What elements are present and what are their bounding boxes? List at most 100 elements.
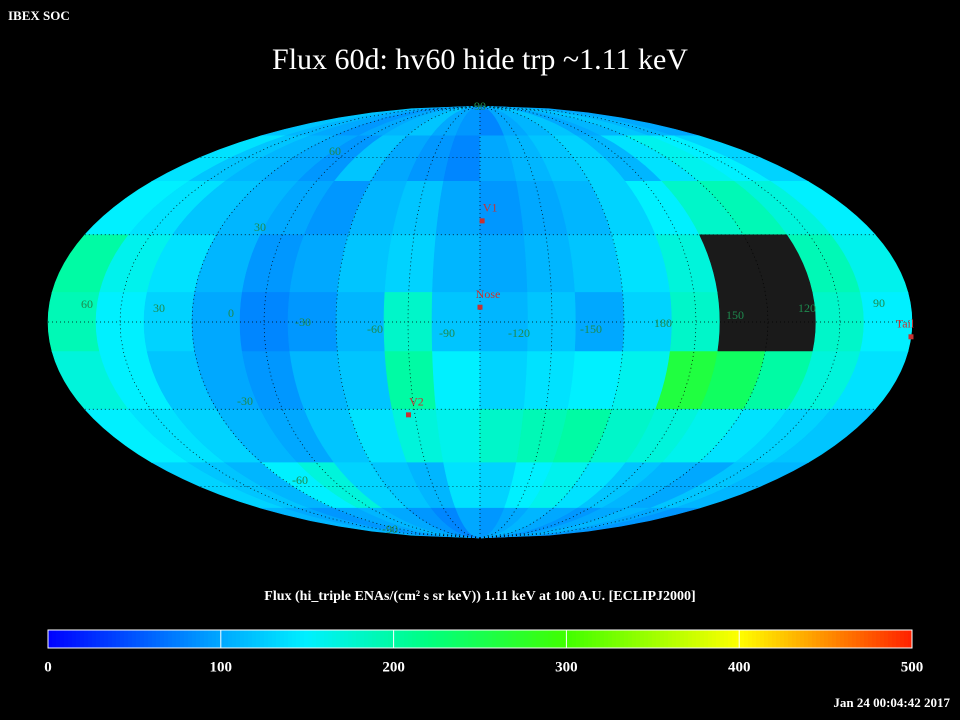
colorbar-swatch — [612, 630, 617, 648]
colorbar-swatch — [888, 630, 893, 648]
colorbar-swatch — [720, 630, 725, 648]
colorbar-swatch — [328, 630, 333, 648]
colorbar-swatch — [340, 630, 345, 648]
colorbar-swatch — [872, 630, 877, 648]
colorbar-swatch — [464, 630, 469, 648]
colorbar-swatch — [440, 630, 445, 648]
colorbar-swatch — [180, 630, 185, 648]
colorbar-swatch — [480, 630, 485, 648]
colorbar-swatch — [744, 630, 749, 648]
colorbar-swatch — [80, 630, 85, 648]
colorbar-swatch — [456, 630, 461, 648]
colorbar-swatch — [240, 630, 245, 648]
colorbar-swatch — [656, 630, 661, 648]
colorbar-swatch — [396, 630, 401, 648]
colorbar-swatch — [116, 630, 121, 648]
colorbar-swatch — [84, 630, 89, 648]
colorbar-swatch — [740, 630, 745, 648]
colorbar-swatch — [768, 630, 773, 648]
colorbar-swatch — [188, 630, 193, 648]
meridian — [479, 105, 553, 539]
flux-cell — [523, 351, 576, 410]
colorbar-swatch — [576, 630, 581, 648]
colorbar-swatch — [600, 630, 605, 648]
colorbar-swatch — [124, 630, 129, 648]
colorbar-swatch — [412, 630, 417, 648]
colorbar-swatch — [224, 630, 229, 648]
map-overlay: 60 30 0 -30 -60 -90 -120 -150 180 150 120 90 90 60 30 -… — [48, 99, 915, 539]
flux-cell — [337, 234, 393, 293]
colorbar-swatch — [148, 630, 153, 648]
colorbar-swatch — [864, 630, 869, 648]
colorbar-swatch — [680, 630, 685, 648]
meridian — [335, 105, 481, 539]
colorbar-swatch — [88, 630, 93, 648]
colorbar-swatch — [512, 630, 517, 648]
colorbar-swatch — [104, 630, 109, 648]
colorbar-swatch — [840, 630, 845, 648]
lat-label: 90 — [474, 99, 486, 113]
lon-label: 90 — [873, 296, 885, 310]
colorbar-swatch — [620, 630, 625, 648]
colorbar-swatch — [272, 630, 277, 648]
colorbar-swatch — [348, 630, 353, 648]
colorbar-swatch — [248, 630, 253, 648]
colorbar-swatch — [128, 630, 133, 648]
colorbar-swatch — [208, 630, 213, 648]
colorbar-swatch — [896, 630, 901, 648]
colorbar-swatch — [900, 630, 905, 648]
meridian — [479, 105, 625, 539]
colorbar-swatch — [380, 630, 385, 648]
colorbar-tick-label: 200 — [382, 659, 405, 675]
colorbar-swatch — [100, 630, 105, 648]
colorbar-swatch — [572, 630, 577, 648]
colorbar-swatch — [300, 630, 305, 648]
colorbar-swatch — [428, 630, 433, 648]
lon-label: -60 — [367, 322, 383, 336]
colorbar-swatch — [524, 630, 529, 648]
colorbar-swatch — [584, 630, 589, 648]
lon-label: 30 — [153, 301, 165, 315]
colorbar-swatch — [516, 630, 521, 648]
colorbar-swatch — [832, 630, 837, 648]
colorbar-swatch — [368, 630, 373, 648]
colorbar-swatch — [728, 630, 733, 648]
colorbar-swatch — [772, 630, 777, 648]
marker — [908, 334, 914, 340]
lat-label: -30 — [237, 394, 253, 408]
colorbar-swatch — [748, 630, 753, 648]
marker-label: Nose — [476, 287, 501, 301]
colorbar-swatch — [400, 630, 405, 648]
colorbar-swatch — [108, 630, 113, 648]
colorbar-swatch — [908, 630, 913, 648]
lon-label: 120 — [798, 301, 816, 315]
colorbar-swatch — [540, 630, 545, 648]
flux-cell — [384, 234, 437, 293]
colorbar-swatch — [308, 630, 313, 648]
colorbar-swatch — [672, 630, 677, 648]
colorbar-swatch — [636, 630, 641, 648]
colorbar-swatch — [260, 630, 265, 648]
colorbar-swatch — [280, 630, 285, 648]
marker-label: V1 — [483, 201, 498, 215]
colorbar-swatch — [156, 630, 161, 648]
colorbar-swatch — [764, 630, 769, 648]
colorbar-swatch — [756, 630, 761, 648]
flux-cell — [479, 234, 528, 293]
colorbar-swatch — [144, 630, 149, 648]
colorbar-swatch — [184, 630, 189, 648]
flux-cell — [523, 234, 576, 293]
colorbar-swatch — [460, 630, 465, 648]
colorbar-swatch — [244, 630, 249, 648]
colorbar-swatch — [604, 630, 609, 648]
app-name: IBEX SOC — [8, 8, 70, 23]
colorbar-swatch — [204, 630, 209, 648]
colorbar-tick-label: 0 — [44, 659, 52, 675]
colorbar-swatch — [268, 630, 273, 648]
colorbar-swatch — [836, 630, 841, 648]
colorbar-swatch — [820, 630, 825, 648]
colorbar-swatch — [708, 630, 713, 648]
colorbar-swatch — [432, 630, 437, 648]
colorbar-swatch — [324, 630, 329, 648]
marker-label: Tail — [896, 317, 915, 331]
